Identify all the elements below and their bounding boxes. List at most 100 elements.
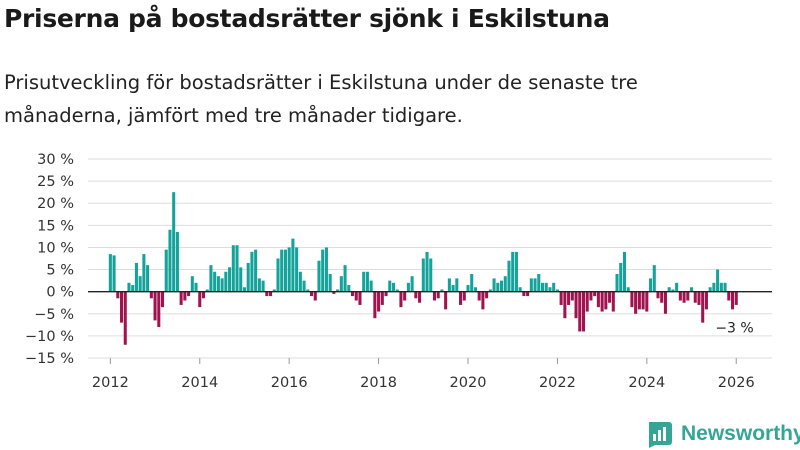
bar: [205, 289, 209, 292]
last-value-annotation: −3 %: [715, 320, 753, 336]
bar: [146, 265, 150, 292]
bar: [228, 267, 232, 292]
y-tick-label: −15 %: [25, 351, 74, 367]
bar: [194, 282, 198, 292]
gridlines: [88, 158, 772, 359]
bar: [555, 289, 559, 292]
bar: [634, 291, 638, 314]
bar: [254, 249, 258, 292]
bar: [231, 245, 235, 292]
bar: [373, 291, 377, 319]
bar: [444, 291, 448, 310]
bar: [678, 291, 682, 301]
chart-subtitle: Prisutveckling för bostadsrätter i Eskil…: [4, 71, 638, 127]
bar: [310, 291, 314, 297]
newsworthy-logo-icon: [649, 422, 672, 448]
bar: [131, 285, 135, 292]
bar: [149, 291, 153, 299]
bar: [663, 291, 667, 314]
bar: [172, 192, 176, 292]
bar: [183, 291, 187, 301]
bar: [313, 291, 317, 301]
bar: [518, 287, 522, 292]
y-tick-label: 0 %: [46, 285, 74, 301]
bar: [377, 291, 381, 312]
bar: [473, 287, 477, 292]
bar: [321, 249, 325, 292]
bar: [332, 291, 336, 294]
bar: [399, 291, 403, 308]
y-tick-label: 10 %: [37, 240, 74, 256]
bar: [410, 276, 414, 292]
bar: [209, 265, 213, 292]
bar: [406, 282, 410, 292]
bar: [108, 254, 112, 292]
bar: [339, 276, 343, 292]
bar: [142, 254, 146, 292]
bar: [347, 285, 351, 292]
y-tick-label: 30 %: [37, 152, 74, 168]
bar: [682, 291, 686, 303]
bar: [269, 291, 273, 297]
bar: [164, 249, 168, 292]
bar: [619, 262, 623, 292]
bar: [626, 287, 630, 292]
bar: [712, 282, 716, 292]
bar: [730, 291, 735, 310]
bar: [701, 291, 705, 323]
bar: [708, 287, 712, 292]
bar: [637, 291, 641, 310]
bar: [459, 291, 463, 305]
bar: [429, 258, 433, 292]
bar: [600, 291, 604, 312]
bar: [563, 291, 567, 319]
bar: [578, 291, 582, 332]
bar: [123, 291, 127, 345]
bar: [298, 271, 302, 292]
bar: [168, 229, 172, 292]
bar: [391, 282, 396, 292]
bar: [529, 278, 533, 292]
bar: [611, 291, 615, 312]
bar: [287, 247, 291, 292]
bar: [272, 289, 276, 292]
x-tick-label: 2020: [450, 375, 487, 391]
x-tick-label: 2022: [539, 375, 576, 391]
bar: [630, 291, 634, 308]
bar: [652, 265, 656, 292]
bar: [455, 278, 459, 292]
y-tick-label: −10 %: [25, 329, 74, 345]
bar: [384, 291, 388, 297]
bar: [324, 247, 328, 292]
x-tick-label: 2024: [628, 375, 665, 391]
bar: [656, 291, 660, 299]
bar: [690, 287, 694, 292]
bar: [522, 291, 526, 297]
bar: [246, 262, 250, 292]
bar: [440, 289, 444, 292]
bar: [537, 273, 541, 292]
bar: [421, 258, 425, 292]
bar: [485, 291, 489, 299]
bar: [649, 278, 653, 292]
bar: [283, 249, 287, 292]
bar: [328, 273, 332, 292]
bar: [418, 291, 422, 303]
bar: [496, 282, 500, 292]
bar: [265, 291, 269, 297]
bar: [157, 291, 161, 328]
bar: [112, 255, 116, 292]
bar: [261, 280, 265, 292]
bar: [615, 273, 619, 292]
bar: [570, 291, 574, 301]
bar: [302, 280, 306, 292]
y-tick-label: 15 %: [37, 218, 74, 234]
bar: [276, 258, 280, 292]
bar: [727, 291, 731, 301]
bar: [354, 291, 358, 301]
brand-logo[interactable]: Newsworthy: [645, 420, 800, 448]
bar: [552, 282, 556, 292]
bar: [544, 282, 548, 292]
bar: [306, 289, 310, 292]
